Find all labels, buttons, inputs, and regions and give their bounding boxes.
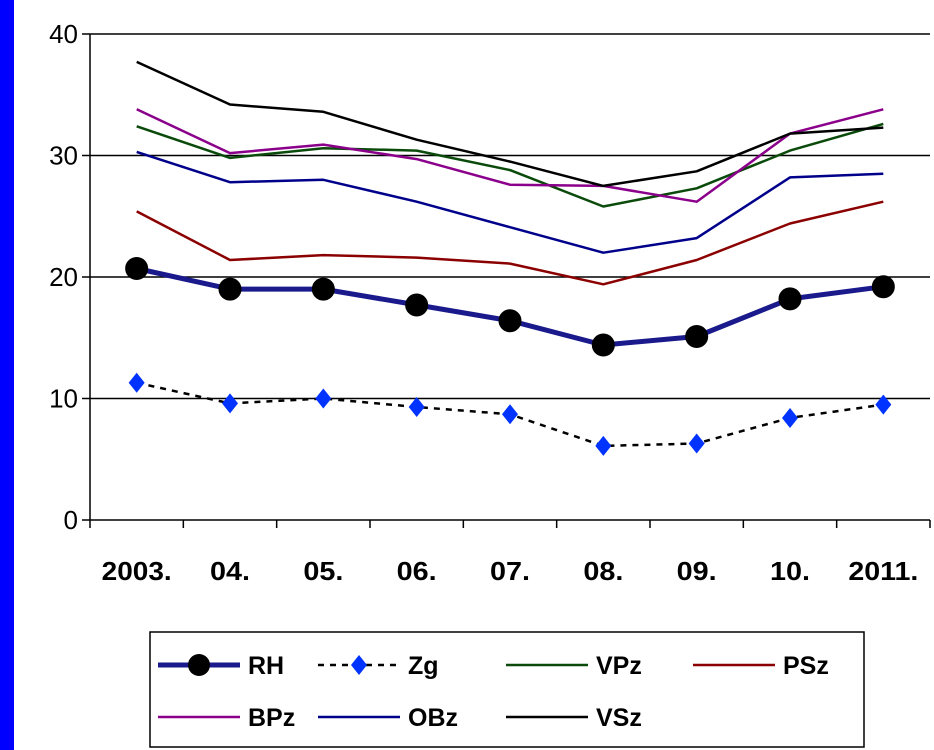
legend-label-psz: PSz: [783, 652, 829, 680]
line-chart: 0 10 20 30 40 2003. 04. 05. 06. 07. 08. 09. 10. 2011.…: [49, 19, 931, 748]
data-point-rh: [685, 325, 709, 349]
data-point-zg: [315, 388, 332, 409]
data-point-zg: [502, 404, 518, 425]
data-point-rh: [871, 275, 895, 299]
legend-label-obz: OBz: [408, 704, 458, 732]
data-point-zg: [875, 394, 892, 415]
data-point-zg: [408, 397, 425, 418]
y-tick-label: 40: [49, 19, 78, 49]
series-line-rh: [136, 266, 884, 348]
series-line-bpz: [136, 108, 884, 203]
data-point-zg: [595, 435, 612, 456]
data-point-rh: [218, 277, 242, 301]
x-tick-label: 10.: [770, 556, 810, 586]
x-tick-label: 09.: [677, 556, 717, 586]
legend-label-zg: Zg: [408, 652, 439, 680]
series-markers: [125, 256, 895, 456]
y-tick-label: 10: [49, 384, 78, 414]
data-point-zg: [128, 372, 145, 393]
legend-label-bpz: BPz: [248, 704, 295, 732]
x-tick-label: 2003.: [102, 556, 172, 586]
x-tick-label: 07.: [490, 556, 530, 586]
x-tick-label: 2011.: [848, 556, 918, 586]
series-lines: [136, 60, 884, 448]
data-point-rh: [778, 287, 802, 311]
data-point-rh: [591, 333, 615, 357]
gridlines: [90, 33, 930, 400]
data-point-rh: [405, 293, 429, 317]
legend-marker-rh: [188, 654, 210, 676]
series-line-obz: [136, 150, 884, 254]
y-tick-label: 20: [49, 262, 78, 292]
data-point-zg: [222, 393, 238, 414]
series-line-vpz: [136, 122, 884, 208]
chart-frame: 0 10 20 30 40 2003. 04. 05. 06. 07. 08. 09. 10. 2011.…: [14, 0, 934, 750]
x-tick-label: 04.: [210, 556, 250, 586]
data-point-zg: [688, 433, 705, 454]
y-tick-label: 0: [64, 505, 78, 535]
legend-box: [149, 631, 865, 748]
legend-marker-zg: [351, 655, 367, 675]
legend-label-rh: RH: [248, 652, 284, 680]
data-point-rh: [125, 256, 149, 280]
axes: 0 10 20 30 40 2003. 04. 05. 06. 07. 08. 09. 10. 2011.: [49, 19, 931, 586]
x-tick-label: 05.: [303, 556, 343, 586]
data-point-zg: [782, 407, 798, 428]
data-point-rh: [311, 277, 335, 301]
legend-label-vsz: VSz: [596, 704, 642, 732]
series-line-vsz: [136, 60, 884, 188]
legend-label-vpz: VPz: [596, 652, 642, 680]
legend: RH Zg VPz PSz BPz OBz VSz: [149, 631, 865, 748]
series-line-psz: [136, 200, 884, 286]
data-point-rh: [498, 309, 522, 333]
y-tick-label: 30: [49, 141, 78, 171]
x-tick-label: 08.: [583, 556, 623, 586]
x-tick-label: 06.: [397, 556, 437, 586]
